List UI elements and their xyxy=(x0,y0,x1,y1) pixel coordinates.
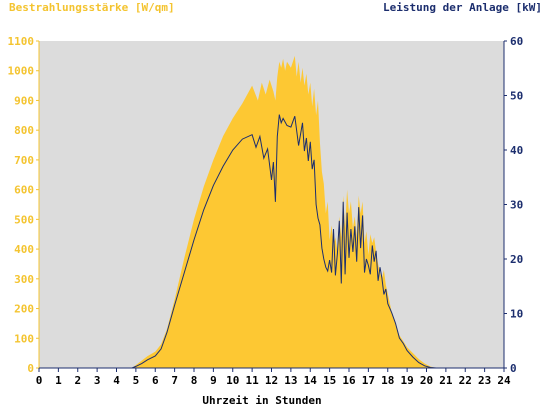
x-tick-label: 13 xyxy=(284,374,297,387)
right-axis-title: Leistung der Anlage [kW] xyxy=(383,1,542,14)
x-tick-label: 18 xyxy=(381,374,394,387)
x-tick-label: 23 xyxy=(478,374,491,387)
x-tick-label: 16 xyxy=(342,374,356,387)
right-tick-label: 10 xyxy=(510,308,523,321)
left-tick-label: 900 xyxy=(14,94,34,107)
right-tick-label: 40 xyxy=(510,144,523,157)
x-tick-label: 10 xyxy=(226,374,239,387)
x-tick-label: 21 xyxy=(439,374,453,387)
x-tick-label: 19 xyxy=(401,374,414,387)
left-tick-label: 200 xyxy=(14,303,34,316)
x-tick-label: 17 xyxy=(362,374,375,387)
x-tick-label: 20 xyxy=(420,374,433,387)
x-tick-label: 2 xyxy=(74,374,81,387)
power-line xyxy=(39,114,504,369)
left-tick-label: 700 xyxy=(14,154,34,167)
right-tick-label: 20 xyxy=(510,253,523,266)
left-tick-label: 400 xyxy=(14,243,34,256)
x-tick-label: 6 xyxy=(152,374,159,387)
right-tick-label: 60 xyxy=(510,35,523,48)
left-tick-label: 0 xyxy=(27,362,34,375)
x-tick-label: 24 xyxy=(497,374,511,387)
right-tick-label: 0 xyxy=(510,362,517,375)
left-tick-label: 1100 xyxy=(8,35,35,48)
x-tick-label: 1 xyxy=(55,374,62,387)
x-tick-label: 12 xyxy=(265,374,278,387)
x-tick-label: 5 xyxy=(133,374,140,387)
right-tick-label: 50 xyxy=(510,90,523,103)
x-tick-label: 0 xyxy=(36,374,43,387)
left-tick-label: 600 xyxy=(14,184,34,197)
x-tick-label: 4 xyxy=(113,374,120,387)
x-tick-label: 11 xyxy=(246,374,260,387)
x-axis-title: Uhrzeit in Stunden xyxy=(202,394,322,407)
x-tick-label: 8 xyxy=(191,374,198,387)
left-tick-label: 300 xyxy=(14,273,34,286)
x-tick-label: 7 xyxy=(171,374,178,387)
left-tick-label: 500 xyxy=(14,213,34,226)
x-tick-label: 3 xyxy=(94,374,101,387)
left-tick-label: 800 xyxy=(14,124,34,137)
x-tick-label: 22 xyxy=(459,374,472,387)
right-tick-label: 30 xyxy=(510,199,523,212)
irradiance-area xyxy=(39,55,504,369)
x-tick-label: 14 xyxy=(304,374,318,387)
left-tick-label: 1000 xyxy=(8,65,35,78)
left-tick-label: 100 xyxy=(14,332,34,345)
left-axis-title: Bestrahlungsstärke [W/qm] xyxy=(9,1,175,14)
x-tick-label: 9 xyxy=(210,374,217,387)
x-tick-label: 15 xyxy=(323,374,336,387)
